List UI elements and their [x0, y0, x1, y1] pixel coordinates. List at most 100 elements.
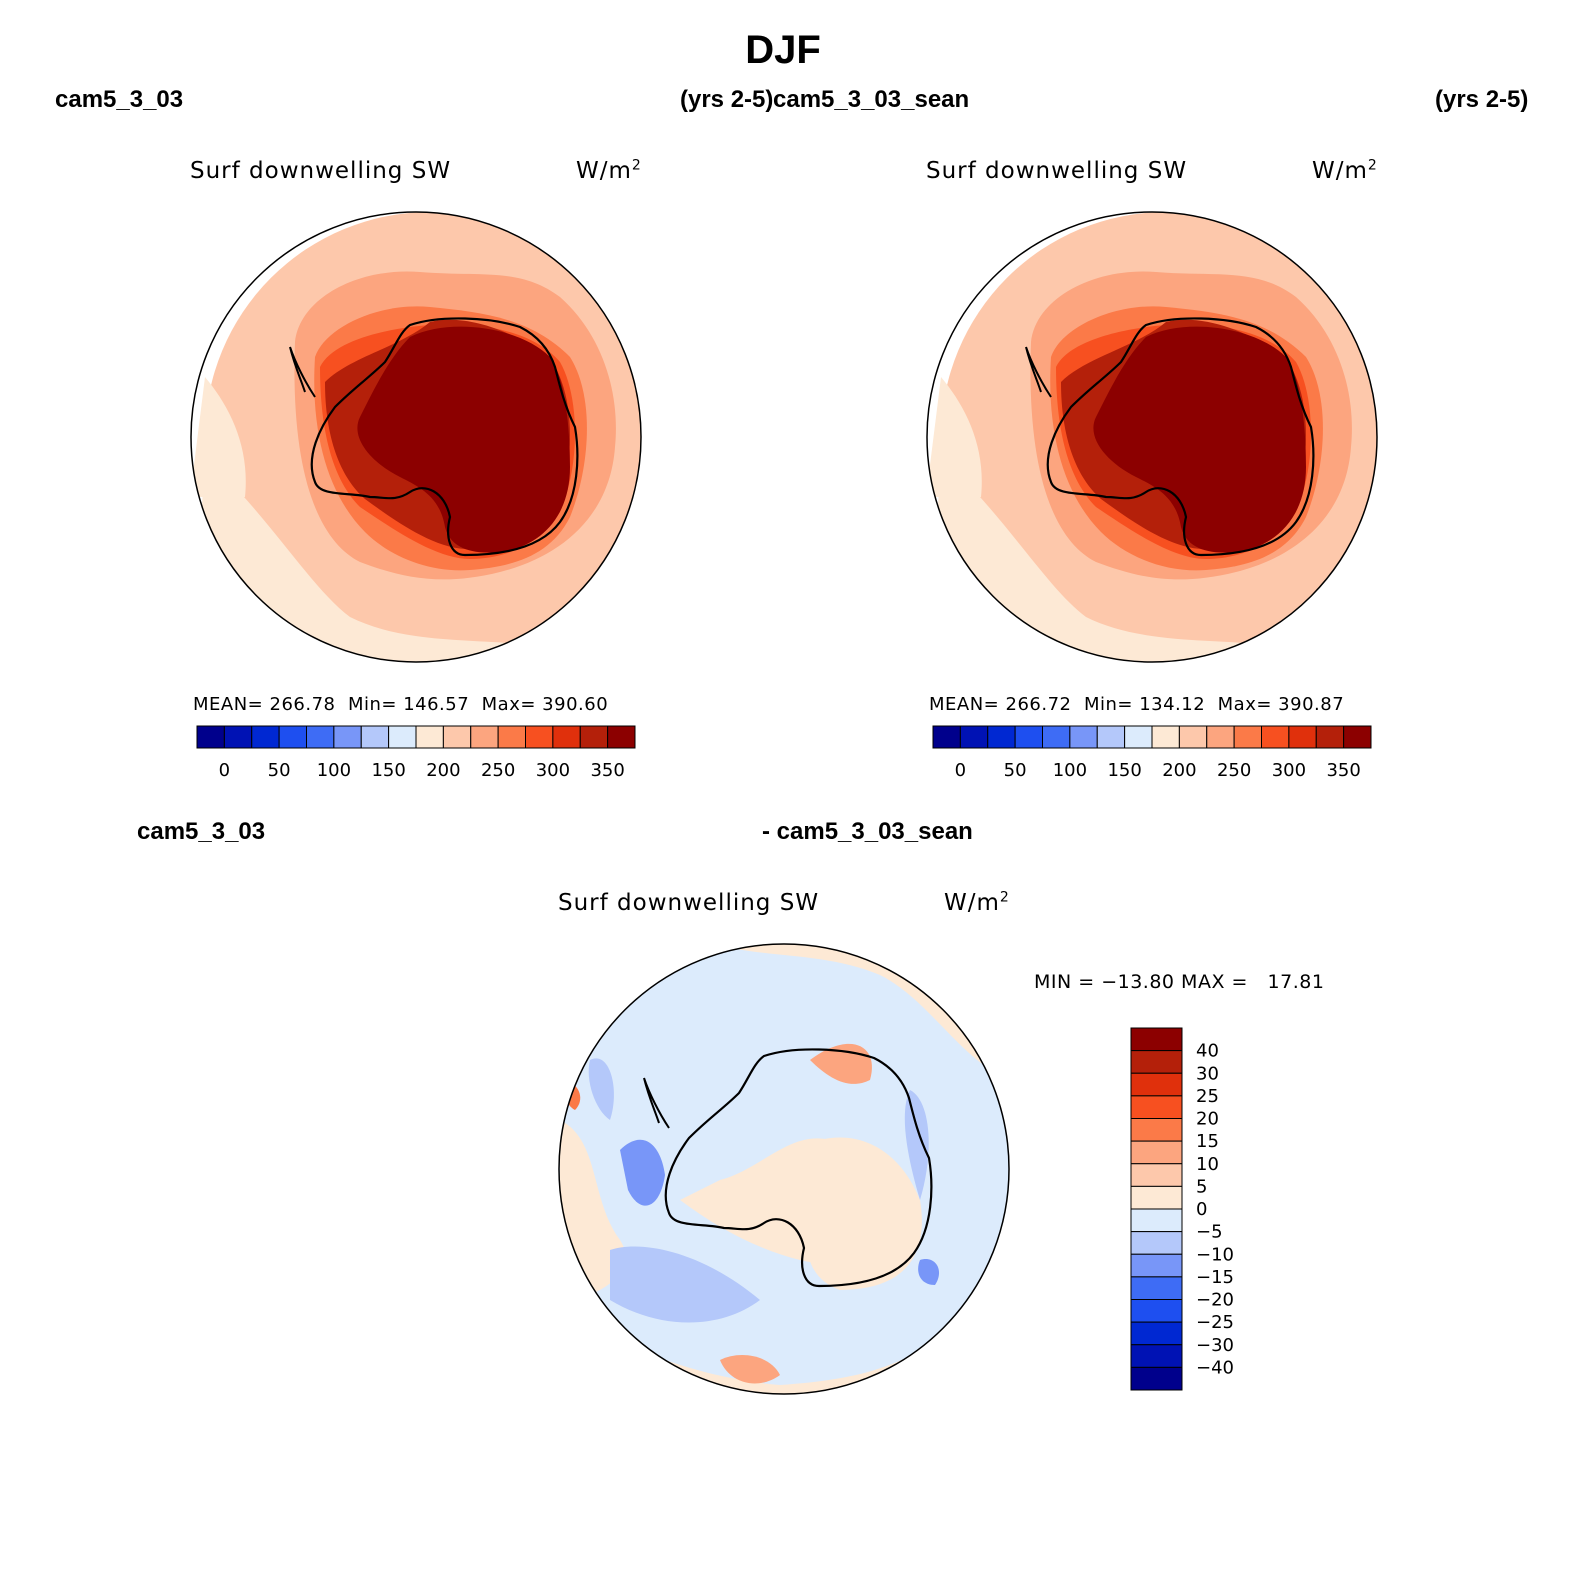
- panel2-colorbar-box: [987, 725, 1016, 749]
- panel2-colorbar: 0 50 100 150 200 250 300 350: [932, 725, 1372, 781]
- diff-min-max-stats: MIN = −13.80 MAX = 17.81: [1034, 971, 1325, 993]
- panel2-mean-label: MEAN=: [929, 694, 1000, 715]
- panel1-variable-title: Surf downwelling SW: [190, 158, 452, 184]
- diff-colorbar-box: [1130, 1140, 1183, 1165]
- panel1-mean-label: MEAN=: [193, 694, 264, 715]
- panel1-colorbar-box: [278, 725, 307, 749]
- panel1-colorbar-box: [251, 725, 280, 749]
- diff-colorbar-label: −20: [1196, 1290, 1234, 1311]
- panel2-colorbar-box: [1014, 725, 1043, 749]
- panel1-max-label: Max=: [481, 694, 536, 715]
- panel1-colorbar-box: [442, 725, 472, 749]
- diff-colorbar-box: [1130, 1185, 1183, 1210]
- panel2-max-value: 390.87: [1278, 694, 1345, 715]
- diff-units-exp: 2: [999, 889, 1010, 906]
- panel2-years-label: (yrs 2-5): [1435, 86, 1529, 113]
- diff-colorbar-box: [1130, 1231, 1183, 1255]
- panel2-mean-value: 266.72: [1005, 694, 1072, 715]
- panel1-min-value: 146.57: [403, 694, 470, 715]
- panel2-units-exp: 2: [1367, 157, 1378, 174]
- panel1-units: W/m2: [576, 158, 642, 184]
- diff-colorbar-box: [1130, 1072, 1183, 1097]
- panel2-map: [927, 212, 1377, 662]
- panel1-colorbar-box: [415, 725, 444, 749]
- panel2-colorbar-box: [1206, 725, 1235, 749]
- panel1-map-border: [190, 211, 642, 663]
- diff-colorbar-label: −5: [1196, 1222, 1223, 1243]
- panel1-colorbar-box: [223, 725, 253, 749]
- panel2-colorbar-box: [1315, 725, 1345, 749]
- panel1-units-base: W/m: [576, 158, 632, 184]
- diff-colorbar-label: −10: [1196, 1244, 1234, 1265]
- panel2-colorbar-label: 350: [1326, 760, 1360, 781]
- diff-colorbar-label: −15: [1196, 1267, 1234, 1288]
- panel2-colorbar-box: [1096, 725, 1126, 749]
- panel1-colorbar-box: [388, 725, 417, 749]
- diff-colorbar-label: 5: [1196, 1176, 1207, 1197]
- diff-colorbar-label: 40: [1196, 1041, 1219, 1062]
- panel1-colorbar-box: [470, 725, 499, 749]
- panel2-min-value: 134.12: [1139, 694, 1206, 715]
- panel1-colorbar-box: [196, 725, 225, 749]
- panel1-colorbar-box: [579, 725, 609, 749]
- panel2-colorbar-box: [1151, 725, 1180, 749]
- diff-units-base: W/m: [944, 890, 1000, 916]
- diff-variable-title: Surf downwelling SW: [558, 890, 820, 916]
- panel2-colorbar-box: [1288, 725, 1317, 749]
- panel1-colorbar-label: 50: [268, 760, 291, 781]
- panel2-colorbar-box: [1124, 725, 1153, 749]
- panel2-units: W/m2: [1312, 158, 1378, 184]
- panel2-colorbar-box: [932, 725, 961, 749]
- diff-colorbar-box: [1130, 1095, 1183, 1119]
- diff-colorbar-box: [1130, 1366, 1183, 1391]
- panel2-colorbar-box: [1178, 725, 1208, 749]
- diff-map-border: [558, 943, 1010, 1395]
- panel1-colorbar-label: 150: [371, 760, 405, 781]
- panel1-colorbar-label: 100: [317, 760, 351, 781]
- panel1-stats: MEAN= 266.78 Min= 146.57 Max= 390.60: [193, 694, 608, 715]
- panel1-colorbar-box: [306, 725, 335, 749]
- panel2-map-border: [926, 211, 1378, 663]
- panel2-colorbar-label: 250: [1217, 760, 1251, 781]
- diff-colorbar-label: −40: [1196, 1357, 1234, 1378]
- diff-colorbar-box: [1130, 1276, 1183, 1300]
- diff-colorbar-box: [1130, 1253, 1183, 1278]
- panel2-colorbar-label: 100: [1053, 760, 1087, 781]
- diff-colorbar-label: 15: [1196, 1131, 1219, 1152]
- panel2-colorbar-box: [1069, 725, 1098, 749]
- panel2-colorbar-box: [1261, 725, 1290, 749]
- panel1-colorbar-box: [607, 725, 636, 749]
- panel2-colorbar-label: 0: [955, 760, 966, 781]
- panel1-colorbar-label: 0: [219, 760, 230, 781]
- diff-colorbar-label: 10: [1196, 1154, 1219, 1175]
- panel1-map: [191, 212, 641, 662]
- diff-colorbar-label: 30: [1196, 1063, 1219, 1084]
- panel2-colorbar-box: [1233, 725, 1262, 749]
- panel1-case-label: cam5_3_03: [55, 86, 184, 113]
- panel1-years-label: (yrs 2-5): [680, 86, 774, 113]
- panel1-colorbar-box: [552, 725, 581, 749]
- panel1-colorbar-label: 300: [536, 760, 570, 781]
- panel2-colorbar-box: [959, 725, 989, 749]
- diff-colorbar-label: −30: [1196, 1335, 1234, 1356]
- diff-colorbar-box: [1130, 1118, 1183, 1142]
- panel1-colorbar-label: 250: [481, 760, 515, 781]
- panel1-units-exp: 2: [631, 157, 642, 174]
- diff-case-label: cam5_3_03: [137, 818, 266, 845]
- diff-colorbar-box: [1130, 1299, 1183, 1323]
- diff-colorbar-box: [1130, 1163, 1183, 1187]
- panel1-colorbar-box: [333, 725, 362, 749]
- panel1-colorbar: 0 50 100 150 200 250 300 350: [196, 725, 636, 781]
- panel2-case-label: cam5_3_03_sean: [773, 86, 970, 113]
- diff-colorbar-label: 25: [1196, 1086, 1219, 1107]
- panel2-colorbar-box: [1343, 725, 1372, 749]
- panel2-colorbar-label: 50: [1004, 760, 1027, 781]
- panel2-stats: MEAN= 266.72 Min= 134.12 Max= 390.87: [929, 694, 1344, 715]
- panel2-variable-title: Surf downwelling SW: [926, 158, 1188, 184]
- diff-colorbar-box: [1130, 1321, 1183, 1346]
- panel2-colorbar-label: 300: [1272, 760, 1306, 781]
- panel1-max-value: 390.60: [542, 694, 609, 715]
- diff-colorbar-label: 0: [1196, 1199, 1207, 1220]
